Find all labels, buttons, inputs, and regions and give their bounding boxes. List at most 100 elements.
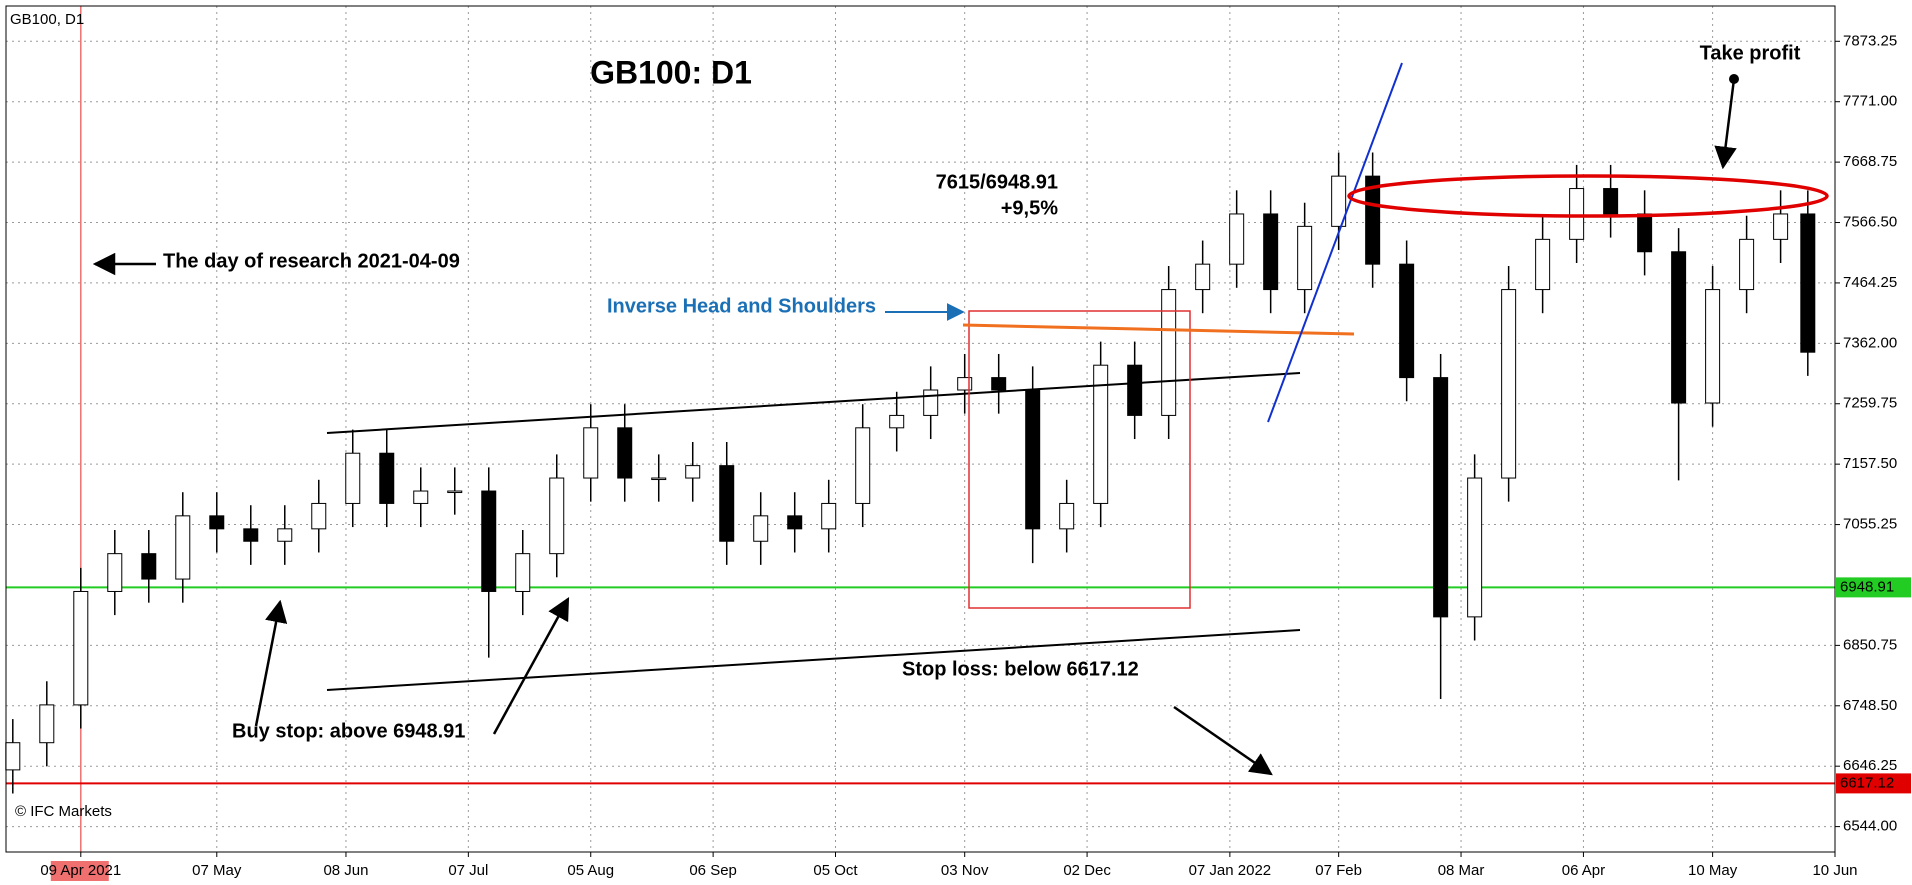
annotation: +9,5% <box>1001 197 1058 219</box>
candle-body <box>209 515 225 530</box>
x-tick-label: 06 Apr <box>1562 862 1605 879</box>
target-ellipse <box>1347 174 1829 218</box>
candle-body <box>1059 502 1075 530</box>
candle-body <box>753 515 769 542</box>
breakout-line <box>1267 62 1403 423</box>
chart-title: GB100: D1 <box>590 54 752 90</box>
y-tick-label: 6748.50 <box>1843 697 1897 714</box>
candle-body <box>1467 477 1483 618</box>
x-tick-label: 05 Aug <box>567 862 614 879</box>
y-tick-label: 6646.25 <box>1843 757 1897 774</box>
candle-body <box>1773 213 1789 240</box>
candle-body <box>1263 213 1279 291</box>
arrow <box>1173 705 1273 776</box>
candle-body <box>1739 238 1755 291</box>
candle-body <box>1297 225 1313 291</box>
candle-body <box>5 742 21 771</box>
x-tick-label: 07 Jul <box>448 862 488 879</box>
x-tick-label: 07 Feb <box>1315 862 1362 879</box>
copyright: © IFC Markets <box>15 803 112 820</box>
candle-body <box>243 528 259 542</box>
trend-line-lower <box>326 629 1301 691</box>
candle-body <box>1025 389 1041 530</box>
candle-body <box>175 515 191 580</box>
neckline <box>962 323 1355 336</box>
annotation: 7615/6948.91 <box>936 171 1058 193</box>
candle-body <box>855 427 871 504</box>
candle-body <box>1229 213 1245 265</box>
annotations <box>92 62 1829 776</box>
candle-body <box>821 502 837 530</box>
arrow <box>254 599 288 727</box>
y-tick-label: 7771.00 <box>1843 93 1897 110</box>
candle-body <box>719 465 735 542</box>
y-tick-label: 7362.00 <box>1843 334 1897 351</box>
arrow <box>1714 78 1737 170</box>
candle-body <box>1195 263 1211 291</box>
x-tick-label: 08 Mar <box>1438 862 1485 879</box>
candle-body <box>957 377 973 391</box>
candle-body <box>311 502 327 530</box>
candle-body <box>1161 289 1177 416</box>
candle-body <box>1399 263 1415 379</box>
candle-body <box>1093 364 1109 504</box>
candle-body <box>549 477 565 555</box>
candle-body <box>1501 289 1517 479</box>
annotation: Inverse Head and Shoulders <box>607 295 876 317</box>
research-date-highlight <box>50 861 109 881</box>
x-tick-label: 06 Sep <box>689 862 737 879</box>
candle-body <box>651 477 667 481</box>
candle-body <box>277 528 293 542</box>
candle-body <box>1331 175 1347 227</box>
annotation: Take profit <box>1700 42 1801 64</box>
candle-body <box>685 465 701 479</box>
y-tick-label: 6544.00 <box>1843 818 1897 835</box>
price-level-label: 6948.91 <box>1840 578 1894 595</box>
y-tick-label: 7259.75 <box>1843 395 1897 412</box>
trend-line-upper <box>326 372 1301 434</box>
candle-body <box>1671 251 1687 404</box>
annotation: Buy stop: above 6948.91 <box>232 720 465 742</box>
candle-body <box>379 452 395 504</box>
candle-body <box>1433 377 1449 618</box>
price-level-tag <box>1836 773 1911 794</box>
candle-body <box>1535 238 1551 291</box>
candle-body <box>1637 213 1653 253</box>
y-tick-label: 7464.25 <box>1843 274 1897 291</box>
plot-frame <box>5 5 1836 853</box>
candle-body <box>1569 188 1585 240</box>
price-level-tag <box>1836 577 1911 598</box>
candle-body <box>1603 188 1619 215</box>
y-tick-label: 7055.25 <box>1843 516 1897 533</box>
y-tick-label: 7157.50 <box>1843 455 1897 472</box>
y-tick-label: 6850.75 <box>1843 636 1897 653</box>
candle-body <box>413 490 429 504</box>
y-tick-label: 7566.50 <box>1843 213 1897 230</box>
x-tick-label: 07 Jan 2022 <box>1189 862 1272 879</box>
pattern-box <box>968 310 1191 609</box>
symbol-label: GB100, D1 <box>10 11 84 28</box>
x-tick-label: 07 May <box>192 862 242 879</box>
x-tick-label: 10 May <box>1688 862 1738 879</box>
candle-body <box>1127 364 1143 416</box>
candle-body <box>515 553 531 592</box>
x-tick-label: 03 Nov <box>941 862 989 879</box>
x-tick-label: 02 Dec <box>1063 862 1111 879</box>
candle-body <box>1705 289 1721 404</box>
candles <box>5 152 1835 794</box>
x-tick-label: 10 Jun <box>1812 862 1857 879</box>
candle-body <box>73 590 89 706</box>
candle-body <box>1800 213 1816 353</box>
x-tick-label: 08 Jun <box>323 862 368 879</box>
price-level-label: 6617.12 <box>1840 774 1894 791</box>
candle-body <box>991 377 1007 391</box>
candle-body <box>481 490 497 592</box>
y-tick-label: 7668.75 <box>1843 153 1897 170</box>
candle-body <box>107 553 123 592</box>
y-tick-label: 7873.25 <box>1843 32 1897 49</box>
candle-body <box>583 427 599 479</box>
x-tick-label: 09 Apr 2021 <box>40 862 121 879</box>
candle-body <box>345 452 361 504</box>
